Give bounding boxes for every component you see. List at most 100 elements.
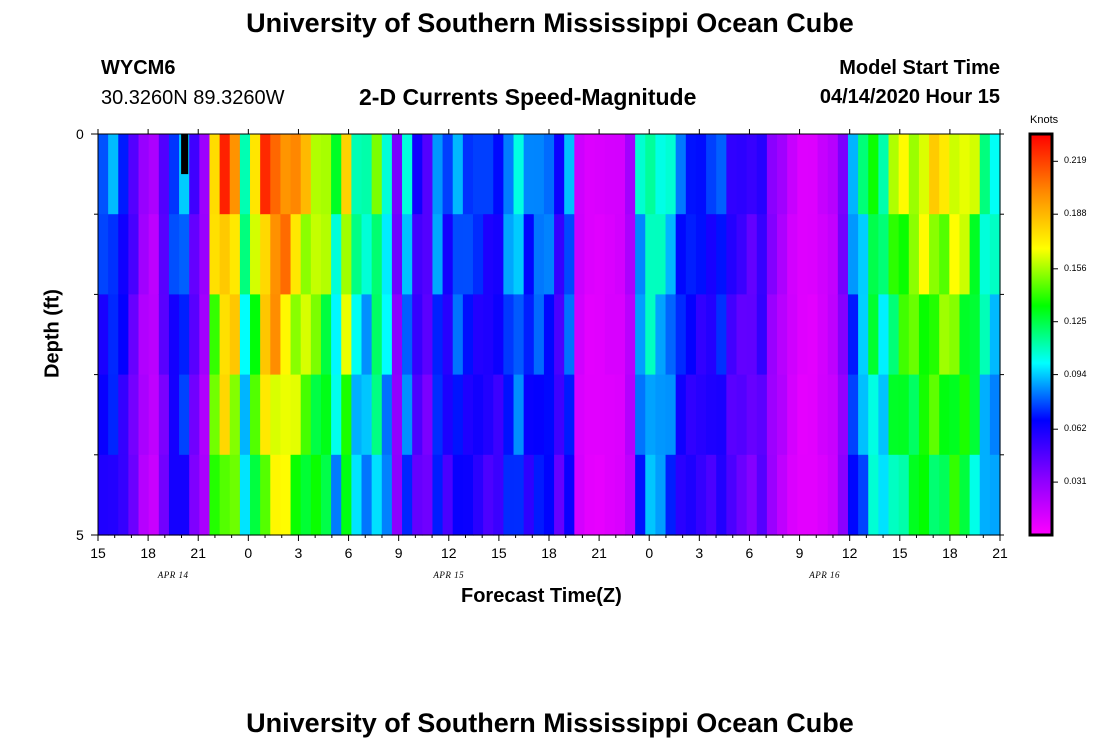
heatmap-cell: [331, 294, 342, 376]
x-tick-label: 6: [745, 545, 754, 561]
heatmap-cell: [138, 214, 150, 295]
heatmap-cell: [868, 214, 879, 295]
heatmap-cell: [959, 374, 971, 456]
heatmap-cell: [219, 134, 231, 215]
heatmap-cell: [250, 134, 261, 215]
heatmap-cell: [462, 134, 474, 215]
heatmap-cell: [898, 374, 910, 456]
heatmap-cell: [685, 374, 697, 456]
heatmap-cell: [371, 294, 383, 376]
heatmap-cell: [199, 374, 211, 456]
heatmap-cell: [675, 294, 687, 376]
heatmap-cell: [706, 134, 717, 215]
heatmap-cell: [462, 454, 474, 536]
heatmap-cell: [300, 214, 312, 295]
heatmap-cell: [229, 214, 241, 295]
heatmap-cell: [229, 454, 241, 536]
y-tick-label: 0: [76, 126, 84, 142]
heatmap-cell: [604, 454, 616, 536]
heatmap-cell: [452, 454, 464, 536]
heatmap-cell: [442, 294, 454, 376]
heatmap-cell: [655, 134, 667, 215]
heatmap-cell: [685, 214, 697, 295]
heatmap-cell: [351, 454, 363, 536]
heatmap-cell: [472, 294, 484, 376]
heatmap-cell: [280, 214, 292, 295]
heatmap-cell: [888, 294, 900, 376]
heatmap-cell: [574, 134, 586, 215]
heatmap-cell: [614, 374, 626, 456]
heatmap-cell: [766, 454, 778, 536]
heatmap-cell: [594, 374, 606, 456]
heatmap-cell: [929, 454, 940, 536]
heatmap-cell: [898, 454, 910, 536]
heatmap-cell: [777, 374, 788, 456]
heatmap-cell: [260, 374, 271, 456]
colorbar-tick-label: 0.062: [1064, 423, 1087, 434]
heatmap-cell: [148, 214, 160, 295]
heatmap-cell: [290, 454, 302, 536]
heatmap-cell: [341, 134, 352, 215]
heatmap-cell: [554, 294, 565, 376]
heatmap-cell: [533, 294, 545, 376]
heatmap-cell: [108, 374, 119, 456]
heatmap-cell: [746, 294, 758, 376]
heatmap-cell: [483, 214, 494, 295]
heatmap-cell: [554, 214, 565, 295]
heatmap-cell: [280, 134, 292, 215]
colorbar: [1028, 132, 1054, 537]
heatmap-cell: [543, 454, 555, 536]
heatmap-cell: [574, 214, 586, 295]
model-start-label: Model Start Time: [839, 57, 1000, 79]
heatmap-cell: [483, 134, 494, 215]
heatmap-cell: [168, 374, 180, 456]
chart-title-bottom: University of Southern Mississippi Ocean…: [246, 708, 854, 738]
heatmap-cell: [320, 214, 332, 295]
heatmap-cell: [300, 454, 312, 536]
heatmap-cell: [371, 454, 383, 536]
heatmap-cell: [736, 294, 748, 376]
heatmap-cell: [564, 374, 575, 456]
heatmap-cell: [310, 214, 322, 295]
heatmap-cell: [939, 214, 950, 295]
heatmap-cell: [98, 374, 109, 456]
heatmap-cell: [675, 374, 687, 456]
heatmap-cell: [777, 454, 788, 536]
heatmap-cell: [239, 134, 251, 215]
heatmap-cell: [148, 374, 160, 456]
heatmap-cell: [625, 214, 636, 295]
heatmap-cell: [199, 134, 211, 215]
heatmap-cell: [736, 214, 748, 295]
heatmap-cell: [341, 294, 352, 376]
heatmap-cell: [837, 374, 849, 456]
heatmap-cell: [310, 294, 322, 376]
heatmap-cell: [209, 374, 221, 456]
heatmap-cell: [412, 214, 423, 295]
heatmap-cell: [128, 294, 140, 376]
heatmap-cell: [239, 294, 251, 376]
heatmap-cell: [584, 294, 596, 376]
heatmap-cell: [716, 134, 727, 215]
heatmap-cell: [929, 374, 940, 456]
heatmap-cell: [381, 454, 393, 536]
heatmap-cell: [564, 454, 575, 536]
heatmap-cell: [290, 134, 302, 215]
heatmap-cell: [949, 214, 961, 295]
heatmap-cell: [402, 294, 413, 376]
x-tick-label: 0: [645, 545, 654, 561]
heatmap-cell: [128, 454, 140, 536]
heatmap-cell: [209, 214, 221, 295]
heatmap-cell: [665, 214, 677, 295]
heatmap-cell: [797, 294, 809, 376]
heatmap-cell: [625, 294, 636, 376]
heatmap-cell: [513, 294, 525, 376]
heatmap-cell: [300, 374, 312, 456]
heatmap-cell: [128, 214, 140, 295]
heatmap-cell: [229, 374, 241, 456]
heatmap-cell: [179, 134, 190, 215]
heatmap-cell: [189, 214, 200, 295]
heatmap-cell: [817, 454, 829, 536]
colorbar-tick-label: 0.156: [1064, 262, 1087, 273]
heatmap-cell: [736, 134, 748, 215]
heatmap-cell: [158, 374, 170, 456]
